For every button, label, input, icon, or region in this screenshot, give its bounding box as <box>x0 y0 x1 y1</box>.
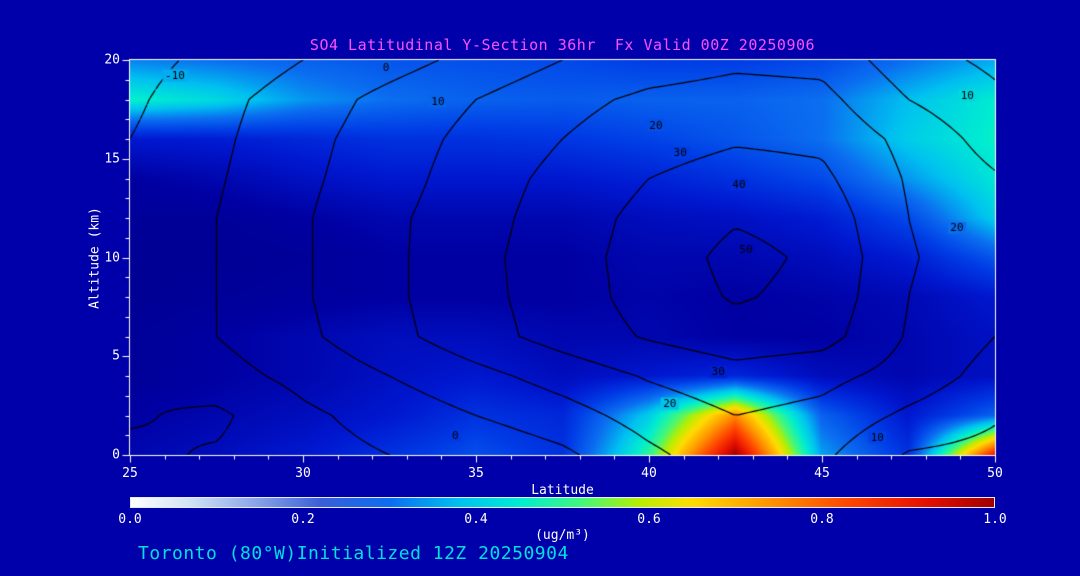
colorbar-tick-label: 0.2 <box>291 512 315 527</box>
x-tick-label: 40 <box>641 466 657 481</box>
colorbar-tick-label: 0.8 <box>810 512 834 527</box>
colorbar <box>130 497 995 508</box>
y-tick-label: 20 <box>104 52 120 68</box>
y-tick-label: 5 <box>112 348 120 364</box>
colorbar-tick-label: 0.4 <box>464 512 488 527</box>
y-tick-label: 10 <box>104 250 120 265</box>
y-tick-label: 15 <box>104 151 120 167</box>
x-tick-label: 25 <box>122 466 138 481</box>
colorbar-tick-label: 1.0 <box>983 512 1007 527</box>
x-tick-label: 30 <box>295 466 311 481</box>
x-tick-label: 45 <box>814 466 830 481</box>
colorbar-tick-label: 0.0 <box>118 512 142 527</box>
x-axis-label: Latitude <box>531 483 594 498</box>
x-tick-label: 50 <box>987 466 1003 481</box>
plot-title: SO4 Latitudinal Y-Section 36hr Fx Valid … <box>309 36 816 54</box>
x-tick-label: 35 <box>468 466 484 481</box>
colorbar-units-label: (ug/m³) <box>535 528 590 543</box>
init-annotation: Toronto (80°W)Initialized 12Z 20250904 <box>138 543 569 564</box>
colorbar-tick-label: 0.6 <box>637 512 661 527</box>
y-tick-label: 0 <box>112 447 120 463</box>
